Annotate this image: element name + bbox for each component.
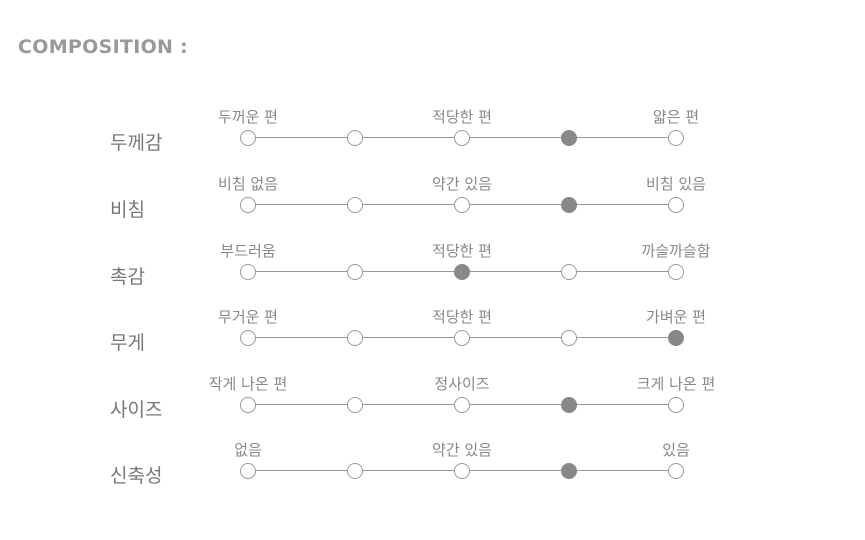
row-label: 신축성 bbox=[110, 465, 163, 487]
option-label: 비침 있음 bbox=[646, 175, 706, 193]
selected-radio[interactable] bbox=[561, 463, 577, 479]
option-label: 가벼운 편 bbox=[646, 308, 706, 326]
option-label: 비침 없음 bbox=[218, 175, 278, 193]
row-label: 촉감 bbox=[110, 266, 145, 288]
selected-radio[interactable] bbox=[454, 264, 470, 280]
selected-radio[interactable] bbox=[668, 330, 684, 346]
radio-option[interactable] bbox=[347, 197, 363, 213]
rating-row: 비침 비침 없음 약간 있음 비침 있음 bbox=[0, 173, 865, 233]
radio-option[interactable] bbox=[240, 330, 256, 346]
radio-option[interactable] bbox=[240, 197, 256, 213]
selected-radio[interactable] bbox=[561, 397, 577, 413]
row-label: 무게 bbox=[110, 332, 145, 354]
composition-title: COMPOSITION : bbox=[18, 36, 189, 58]
radio-option[interactable] bbox=[668, 397, 684, 413]
option-label: 없음 bbox=[234, 441, 262, 459]
radio-option[interactable] bbox=[347, 330, 363, 346]
option-label: 두꺼운 편 bbox=[218, 108, 278, 126]
option-label: 얇은 편 bbox=[652, 108, 700, 126]
radio-option[interactable] bbox=[454, 397, 470, 413]
radio-option[interactable] bbox=[668, 197, 684, 213]
rating-row: 두께감 두꺼운 편 적당한 편 얇은 편 bbox=[0, 106, 865, 166]
option-label: 적당한 편 bbox=[432, 108, 492, 126]
option-label: 무거운 편 bbox=[218, 308, 278, 326]
option-label: 작게 나온 편 bbox=[208, 375, 288, 393]
selected-radio[interactable] bbox=[561, 197, 577, 213]
radio-option[interactable] bbox=[454, 463, 470, 479]
radio-option[interactable] bbox=[347, 463, 363, 479]
radio-option[interactable] bbox=[454, 197, 470, 213]
option-label: 까슬까슬함 bbox=[641, 242, 711, 260]
rating-row: 사이즈 작게 나온 편 정사이즈 크게 나온 편 bbox=[0, 373, 865, 433]
radio-option[interactable] bbox=[347, 397, 363, 413]
option-label: 적당한 편 bbox=[432, 308, 492, 326]
row-label: 두께감 bbox=[110, 132, 163, 154]
radio-option[interactable] bbox=[240, 130, 256, 146]
selected-radio[interactable] bbox=[561, 130, 577, 146]
option-label: 적당한 편 bbox=[432, 242, 492, 260]
rating-row: 무게 무거운 편 적당한 편 가벼운 편 bbox=[0, 306, 865, 366]
option-label: 부드러움 bbox=[220, 242, 276, 260]
option-label: 약간 있음 bbox=[432, 441, 492, 459]
radio-option[interactable] bbox=[561, 330, 577, 346]
radio-option[interactable] bbox=[240, 397, 256, 413]
radio-option[interactable] bbox=[347, 130, 363, 146]
row-label: 사이즈 bbox=[110, 399, 163, 421]
radio-option[interactable] bbox=[561, 264, 577, 280]
radio-option[interactable] bbox=[347, 264, 363, 280]
radio-option[interactable] bbox=[668, 463, 684, 479]
row-label: 비침 bbox=[110, 199, 145, 221]
option-label: 약간 있음 bbox=[432, 175, 492, 193]
radio-option[interactable] bbox=[668, 130, 684, 146]
option-label: 정사이즈 bbox=[434, 375, 490, 393]
rating-row: 신축성 없음 약간 있음 있음 bbox=[0, 439, 865, 499]
radio-option[interactable] bbox=[668, 264, 684, 280]
radio-option[interactable] bbox=[454, 330, 470, 346]
rating-row: 촉감 부드러움 적당한 편 까슬까슬함 bbox=[0, 240, 865, 300]
radio-option[interactable] bbox=[240, 463, 256, 479]
radio-option[interactable] bbox=[454, 130, 470, 146]
radio-option[interactable] bbox=[240, 264, 256, 280]
option-label: 크게 나온 편 bbox=[636, 375, 716, 393]
option-label: 있음 bbox=[662, 441, 690, 459]
